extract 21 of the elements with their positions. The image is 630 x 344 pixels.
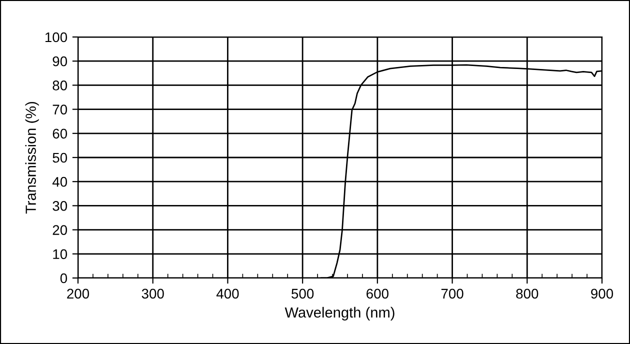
- y-tick-label: 50: [52, 152, 68, 163]
- y-tick-label: 10: [53, 249, 68, 260]
- y-tick-label: 80: [52, 80, 68, 90]
- x-tick-label: 800: [516, 288, 538, 299]
- y-tick-label: 70: [52, 104, 68, 114]
- x-tick-label: 500: [292, 288, 314, 299]
- x-tick-label: 300: [142, 288, 164, 299]
- x-axis-title: Wavelength (nm): [284, 306, 394, 321]
- x-tick-label: 900: [591, 288, 614, 299]
- y-tick-label: 40: [52, 176, 68, 187]
- x-tick-label: 200: [67, 288, 90, 299]
- x-tick-label: 700: [441, 288, 464, 299]
- y-tick-label: 100: [45, 32, 68, 42]
- y-tick-label: 20: [52, 225, 68, 235]
- x-tick-label: 600: [366, 288, 388, 299]
- x-tick-label: 400: [216, 288, 239, 299]
- y-tick-label: 60: [52, 128, 68, 139]
- y-tick-label: 30: [52, 201, 68, 211]
- y-axis-title: Transmission (%): [25, 102, 39, 214]
- y-tick-label: 90: [52, 56, 68, 66]
- y-tick-label: 0: [60, 273, 68, 284]
